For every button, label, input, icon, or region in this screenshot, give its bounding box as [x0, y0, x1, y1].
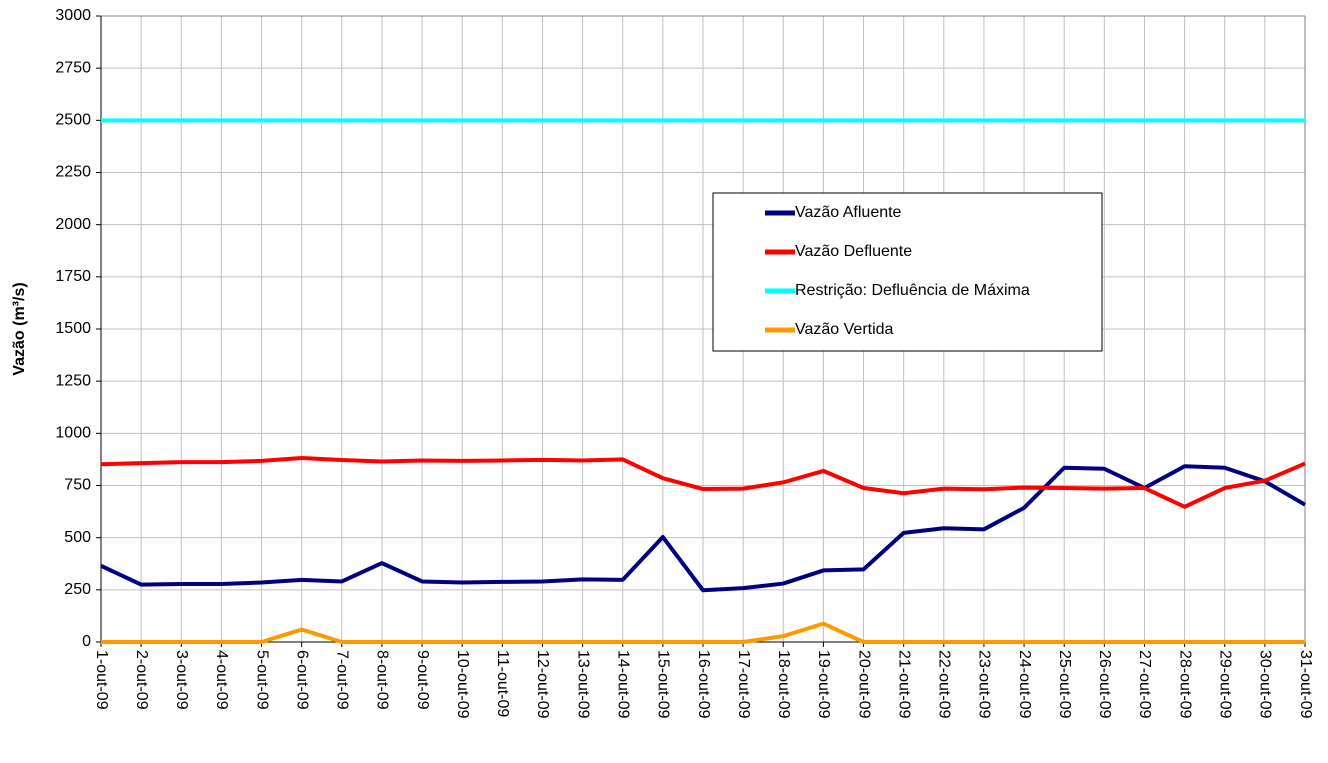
x-tick-label: 10-out-09 [454, 650, 471, 719]
y-tick-label: 1250 [55, 372, 91, 389]
x-tick-label: 7-out-09 [334, 650, 351, 710]
legend-box [712, 192, 1103, 352]
x-tick-label: 19-out-09 [815, 650, 832, 719]
x-tick-label: 18-out-09 [775, 650, 792, 719]
x-tick-label: 28-out-09 [1176, 650, 1193, 719]
y-tick-label: 0 [82, 633, 91, 650]
y-tick-label: 2750 [55, 59, 91, 76]
x-tick-label: 11-out-09 [494, 650, 511, 717]
y-tick-label: 1000 [55, 425, 91, 442]
x-tick-label: 3-out-09 [173, 650, 190, 710]
y-tick-label: 2250 [55, 164, 91, 181]
x-tick-label: 1-out-09 [93, 650, 110, 710]
legend-label: Vazão Vertida [795, 321, 894, 338]
legend-label: Restrição: Defluência de Máxima [795, 282, 1030, 299]
legend-label: Vazão Afluente [795, 204, 902, 221]
y-tick-label: 500 [64, 529, 91, 546]
x-tick-label: 26-out-09 [1096, 650, 1113, 719]
x-tick-label: 29-out-09 [1216, 650, 1233, 719]
x-tick-label: 30-out-09 [1257, 650, 1274, 719]
x-tick-label: 31-out-09 [1297, 650, 1314, 719]
y-tick-label: 3000 [55, 7, 91, 24]
x-tick-label: 8-out-09 [374, 650, 391, 710]
y-tick-label: 2000 [55, 216, 91, 233]
x-tick-label: 5-out-09 [253, 650, 270, 710]
x-tick-label: 25-out-09 [1056, 650, 1073, 719]
x-tick-label: 24-out-09 [1016, 650, 1033, 719]
x-tick-label: 16-out-09 [695, 650, 712, 719]
x-tick-label: 22-out-09 [936, 650, 953, 719]
data-line [101, 621, 1305, 644]
y-tick-label: 1500 [55, 320, 91, 337]
data-line [100, 464, 1307, 593]
y-tick-label: 2500 [55, 112, 91, 129]
y-tick-label: 1750 [55, 268, 91, 285]
x-tick-label: 2-out-09 [133, 650, 150, 710]
y-axis-label: Vazão (m³/s) [11, 282, 28, 375]
x-tick-label: 9-out-09 [414, 650, 431, 710]
x-tick-label: 4-out-09 [213, 650, 230, 710]
x-tick-label: 27-out-09 [1136, 650, 1153, 719]
x-tick-label: 21-out-09 [895, 650, 912, 719]
x-tick-label: 14-out-09 [614, 650, 631, 719]
y-tick-label: 250 [64, 581, 91, 598]
y-tick-label: 750 [64, 477, 91, 494]
x-tick-label: 23-out-09 [976, 650, 993, 719]
x-tick-label: 17-out-09 [735, 650, 752, 719]
x-tick-label: 13-out-09 [574, 650, 591, 719]
x-tick-label: 15-out-09 [655, 650, 672, 719]
legend-label: Vazão Defluente [795, 243, 912, 260]
x-tick-label: 12-out-09 [534, 650, 551, 719]
data-line [100, 455, 1306, 509]
x-tick-label: 20-out-09 [855, 650, 872, 719]
x-tick-label: 6-out-09 [293, 650, 310, 710]
